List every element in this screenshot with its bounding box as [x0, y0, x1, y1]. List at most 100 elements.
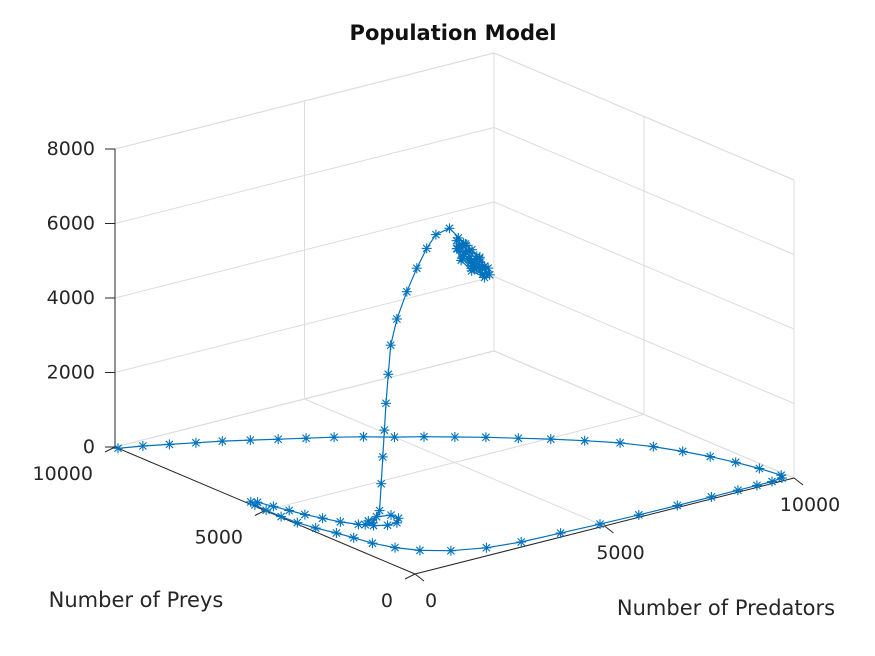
data-point: [367, 538, 378, 549]
data-point: [164, 439, 175, 450]
data-point: [299, 509, 310, 520]
data-point: [261, 505, 272, 516]
z-gridline: [493, 201, 795, 330]
data-point: [677, 446, 688, 457]
data-point: [310, 523, 321, 534]
data-point: [481, 542, 492, 553]
data-point: [633, 509, 644, 520]
data-point: [579, 435, 590, 446]
data-point: [381, 398, 391, 409]
z-gridline: [114, 127, 495, 224]
x-tick: [793, 477, 804, 486]
z-tick-label: 8000: [47, 138, 95, 160]
data-point: [444, 223, 455, 234]
data-point: [414, 545, 425, 556]
data-point: [217, 436, 228, 447]
data-point: [371, 511, 382, 522]
data-point: [317, 513, 328, 524]
z-tick-label: 4000: [47, 287, 95, 309]
data-point: [273, 434, 284, 445]
y-tick: [254, 510, 266, 516]
data-point: [419, 431, 429, 442]
data-point: [513, 433, 524, 444]
x-tick-label: 10000: [780, 494, 840, 516]
data-point: [331, 528, 342, 538]
data-point: [516, 537, 527, 547]
data-point: [445, 545, 456, 556]
data-point: [595, 519, 605, 530]
data-point: [401, 286, 412, 297]
z-gridline: [493, 350, 795, 479]
data-point: [730, 457, 741, 468]
data-point: [706, 491, 717, 502]
data-point: [379, 425, 390, 436]
x-axis-label: Number of Predators: [617, 596, 835, 620]
z-gridline: [493, 52, 795, 181]
data-point: [411, 263, 422, 274]
data-point: [190, 437, 201, 448]
data-point: [329, 432, 340, 443]
chart-title: Population Model: [350, 21, 557, 45]
z-gridline: [114, 350, 495, 448]
z-tick-label: 0: [83, 436, 95, 458]
x-tick: [604, 525, 614, 534]
data-point: [335, 516, 346, 527]
y-gridline: [264, 414, 645, 511]
data-point: [389, 432, 400, 443]
z-gridline: [114, 52, 495, 150]
data-point: [301, 433, 312, 444]
data-point: [383, 369, 394, 380]
y-tick-label: 5000: [195, 527, 243, 549]
data-point: [292, 517, 303, 528]
z-tick-label: 2000: [47, 362, 95, 384]
data-point: [137, 441, 148, 451]
y-axis-label: Number of Preys: [49, 588, 224, 612]
data-point: [276, 511, 287, 522]
data-point: [385, 340, 396, 351]
series-line: [117, 227, 783, 552]
data-point: [672, 500, 683, 511]
y-tick: [404, 573, 416, 580]
data-point: [449, 432, 460, 442]
data-point: [732, 485, 743, 496]
data-point: [386, 510, 396, 521]
data-point: [377, 451, 388, 462]
data-point: [464, 254, 475, 264]
data-point: [391, 314, 402, 324]
data-point: [705, 451, 716, 462]
data-point: [284, 505, 295, 516]
data-point: [555, 528, 566, 539]
data-point: [268, 501, 279, 512]
z-gridline: [114, 276, 495, 373]
data-point: [421, 243, 432, 254]
data-point: [545, 434, 556, 445]
data-point: [245, 435, 256, 446]
data-point: [430, 229, 441, 240]
z-gridline: [493, 276, 795, 404]
z-gridline: [114, 201, 495, 299]
x-tick-label: 5000: [596, 542, 644, 564]
x-tick-label: 0: [425, 590, 437, 612]
data-point: [348, 532, 359, 543]
data-point: [360, 519, 371, 530]
data-point: [358, 431, 369, 442]
y-tick-label: 10000: [33, 463, 93, 485]
z-gridline: [493, 127, 795, 255]
data-point: [767, 476, 777, 487]
data-point: [776, 473, 787, 483]
data-point: [382, 520, 393, 531]
y-tick-label: 0: [381, 590, 393, 612]
data-point: [376, 478, 387, 489]
data-point: [648, 441, 659, 452]
data-point: [390, 542, 400, 553]
data-point: [615, 437, 626, 448]
data-point: [754, 463, 765, 474]
data-point: [367, 517, 378, 528]
data-point: [252, 497, 263, 508]
data-point: [374, 505, 385, 516]
z-tick-label: 6000: [47, 213, 95, 235]
data-point: [480, 432, 491, 443]
x-tick: [414, 573, 425, 582]
